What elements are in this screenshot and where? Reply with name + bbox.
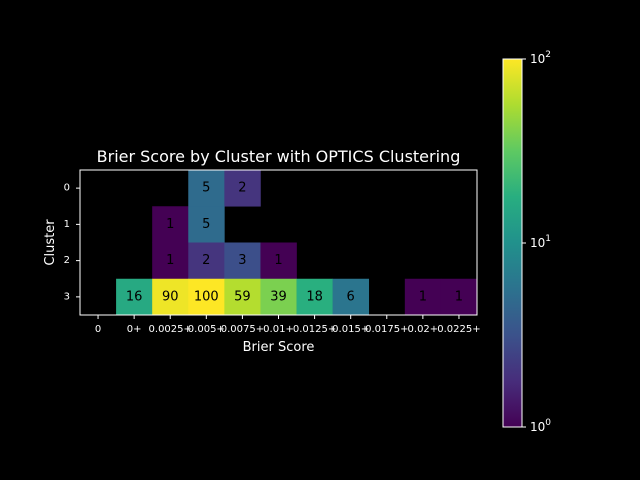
colorbar-tick-label: 100 <box>530 418 551 434</box>
y-tick-label: 2 <box>64 255 70 266</box>
cell-value-label: 1 <box>455 289 463 304</box>
cell-value-label: 6 <box>347 289 355 304</box>
heatmap-cell <box>332 278 370 316</box>
chart-title: Brier Score by Cluster with OPTICS Clust… <box>97 147 461 166</box>
y-axis-ticks: 0 1 2 3 <box>64 183 80 302</box>
y-tick-label: 0 <box>64 183 70 194</box>
x-tick-label: 0 <box>95 324 101 335</box>
heatmap-cell <box>440 278 478 316</box>
heatmap-cell <box>188 206 225 243</box>
cell-value-label: 5 <box>202 217 210 232</box>
cell-value-label: 18 <box>306 289 323 304</box>
heatmap-cell <box>152 206 189 243</box>
cell-value-label: 3 <box>238 253 246 268</box>
heatmap-cell <box>116 278 153 316</box>
y-tick-label: 3 <box>64 291 70 302</box>
heatmap-cell <box>260 242 297 280</box>
heatmap-cell <box>296 278 333 316</box>
y-tick-label: 1 <box>64 219 70 230</box>
cell-value-label: 5 <box>202 181 210 196</box>
cell-value-label: 1 <box>419 289 427 304</box>
heatmap-cell <box>188 170 225 207</box>
cell-value-label: 39 <box>270 289 287 304</box>
cell-value-label: 2 <box>238 181 246 196</box>
x-tick-label: 0+ <box>127 324 142 335</box>
x-tick-label: 0.0125+ <box>293 324 336 335</box>
x-tick-label: 0.02+ <box>408 324 439 335</box>
heatmap-cell <box>152 242 189 280</box>
heatmap-cell <box>188 278 225 316</box>
heatmap-cell <box>224 278 261 316</box>
colorbar-tick-label: 102 <box>530 50 551 66</box>
x-axis-label: Brier Score <box>243 340 315 355</box>
heatmap-cell-labels: 5 2 1 5 1 2 3 1 16 90 100 59 39 18 6 1 1 <box>126 181 463 305</box>
colorbar-ticks: 100 101 102 <box>522 50 551 434</box>
y-axis-label: Cluster <box>43 219 58 266</box>
cell-value-label: 100 <box>194 289 219 304</box>
cell-value-label: 59 <box>234 289 251 304</box>
cell-value-label: 1 <box>274 253 282 268</box>
heatmap-cell <box>188 242 225 280</box>
cell-value-label: 2 <box>202 253 210 268</box>
x-tick-label: 0.015+ <box>332 324 369 335</box>
heatmap-cell <box>152 278 189 316</box>
x-tick-label: 0.0075+ <box>221 324 264 335</box>
colorbar-tick-label: 101 <box>530 234 551 250</box>
cell-value-label: 16 <box>126 289 143 304</box>
cell-value-label: 1 <box>166 217 174 232</box>
x-axis-ticks: 0 0+ 0.0025+0.005+0.0075+ 0.01+ 0.0125+0.015… <box>95 315 481 335</box>
x-tick-label: 0.005+ <box>188 324 225 335</box>
colorbar <box>502 58 523 428</box>
heatmap-cell <box>260 278 297 316</box>
heatmap-cells <box>116 170 478 316</box>
heatmap-cell <box>404 278 442 316</box>
x-tick-label: 0.01+ <box>263 324 294 335</box>
x-tick-label: 0.0225+ <box>437 324 480 335</box>
cell-value-label: 1 <box>166 253 174 268</box>
x-tick-label: 0.0175+ <box>365 324 408 335</box>
heatmap-cell <box>224 170 261 207</box>
heatmap-cell <box>224 242 261 280</box>
x-tick-label: 0.0025+ <box>149 324 192 335</box>
cell-value-label: 90 <box>162 289 179 304</box>
